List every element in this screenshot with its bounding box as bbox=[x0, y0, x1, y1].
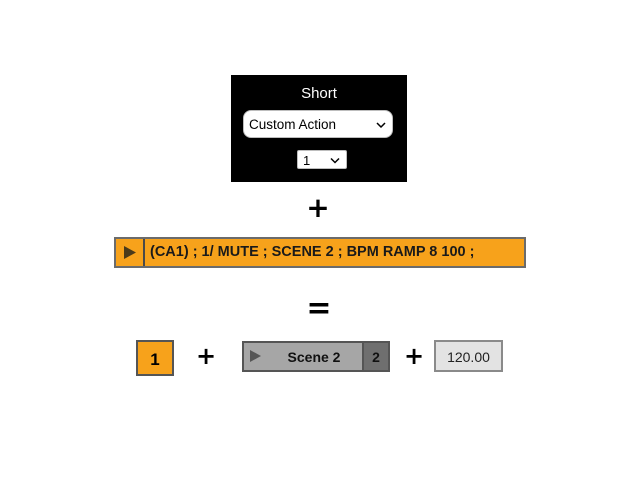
scene-name: Scene 2 bbox=[287, 349, 341, 365]
action-number-dropdown[interactable]: 1 bbox=[297, 150, 347, 169]
track-number-box: 1 bbox=[136, 340, 174, 376]
clip-name: (CA1) ; 1/ MUTE ; SCENE 2 ; BPM RAMP 8 1… bbox=[150, 244, 475, 260]
tempo-field[interactable]: 120.00 bbox=[434, 340, 503, 372]
equals-operator: = bbox=[306, 291, 332, 326]
scene-number: 2 bbox=[372, 349, 380, 365]
tempo-value: 120.00 bbox=[447, 349, 490, 365]
plus-operator: + bbox=[306, 191, 330, 224]
plus-operator: + bbox=[195, 342, 217, 370]
panel-title: Short bbox=[301, 85, 337, 102]
clip-slot[interactable]: (CA1) ; 1/ MUTE ; SCENE 2 ; BPM RAMP 8 1… bbox=[114, 237, 526, 268]
play-icon[interactable] bbox=[248, 349, 262, 363]
scene-slot[interactable]: Scene 2 2 bbox=[242, 341, 390, 372]
play-icon bbox=[124, 246, 136, 259]
track-number: 1 bbox=[150, 350, 160, 369]
chevron-down-icon bbox=[376, 122, 386, 129]
plus-operator: + bbox=[403, 342, 425, 370]
clip-launch-button[interactable] bbox=[116, 239, 145, 266]
action-type-dropdown[interactable]: Custom Action bbox=[243, 110, 393, 138]
chevron-down-icon bbox=[330, 157, 340, 164]
action-number-value: 1 bbox=[303, 153, 311, 168]
scene-number-box: 2 bbox=[362, 343, 388, 370]
action-type-value: Custom Action bbox=[249, 117, 337, 132]
custom-action-panel: Short Custom Action 1 bbox=[231, 75, 407, 182]
